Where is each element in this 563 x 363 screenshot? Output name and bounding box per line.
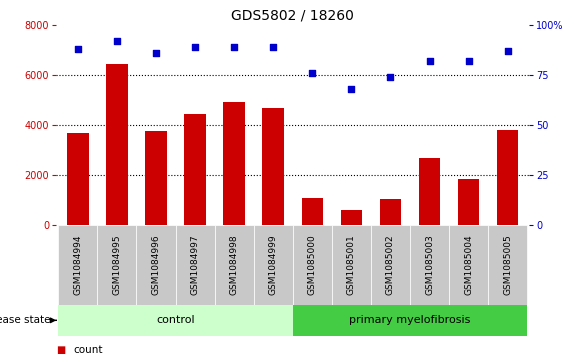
Bar: [106, 64, 128, 225]
Bar: [488, 225, 528, 305]
Bar: [332, 225, 371, 305]
Point: [190, 45, 199, 50]
Bar: [419, 158, 440, 225]
Point: [425, 58, 434, 64]
Text: GSM1084999: GSM1084999: [269, 234, 278, 295]
Text: disease state: disease state: [0, 315, 51, 325]
Bar: [176, 225, 215, 305]
Bar: [184, 114, 206, 225]
Bar: [97, 225, 136, 305]
Point: [230, 45, 239, 50]
Point: [308, 70, 317, 76]
Bar: [254, 225, 293, 305]
Bar: [262, 108, 284, 225]
Text: GSM1084994: GSM1084994: [73, 235, 82, 295]
Text: GSM1085003: GSM1085003: [425, 234, 434, 295]
Point: [151, 50, 160, 56]
Bar: [302, 197, 323, 225]
Bar: [224, 102, 245, 225]
Point: [113, 38, 122, 44]
Bar: [379, 199, 401, 225]
Point: [73, 46, 82, 52]
Bar: [497, 130, 519, 225]
Text: GSM1085004: GSM1085004: [464, 234, 473, 295]
Point: [503, 49, 512, 54]
Bar: [145, 131, 167, 225]
Bar: [449, 225, 488, 305]
Text: ■: ■: [56, 345, 65, 355]
Bar: [341, 209, 362, 225]
Text: GSM1084997: GSM1084997: [190, 234, 199, 295]
Bar: [58, 305, 293, 336]
Bar: [458, 179, 479, 225]
Point: [269, 45, 278, 50]
Bar: [293, 225, 332, 305]
Bar: [410, 225, 449, 305]
Text: GSM1084998: GSM1084998: [230, 234, 239, 295]
Bar: [371, 225, 410, 305]
Text: control: control: [156, 315, 195, 325]
Text: count: count: [73, 345, 102, 355]
Bar: [136, 225, 176, 305]
Text: GSM1084995: GSM1084995: [113, 234, 122, 295]
Text: GSM1085005: GSM1085005: [503, 234, 512, 295]
Text: GSM1085000: GSM1085000: [308, 234, 317, 295]
Text: GSM1085002: GSM1085002: [386, 234, 395, 295]
Point: [464, 58, 473, 64]
Point: [347, 86, 356, 92]
Text: GSM1084996: GSM1084996: [151, 234, 160, 295]
Text: primary myelofibrosis: primary myelofibrosis: [349, 315, 471, 325]
Text: GSM1085001: GSM1085001: [347, 234, 356, 295]
Bar: [215, 225, 254, 305]
Point: [386, 74, 395, 80]
Bar: [67, 133, 88, 225]
Title: GDS5802 / 18260: GDS5802 / 18260: [231, 9, 354, 23]
Bar: [58, 225, 97, 305]
Bar: [293, 305, 528, 336]
